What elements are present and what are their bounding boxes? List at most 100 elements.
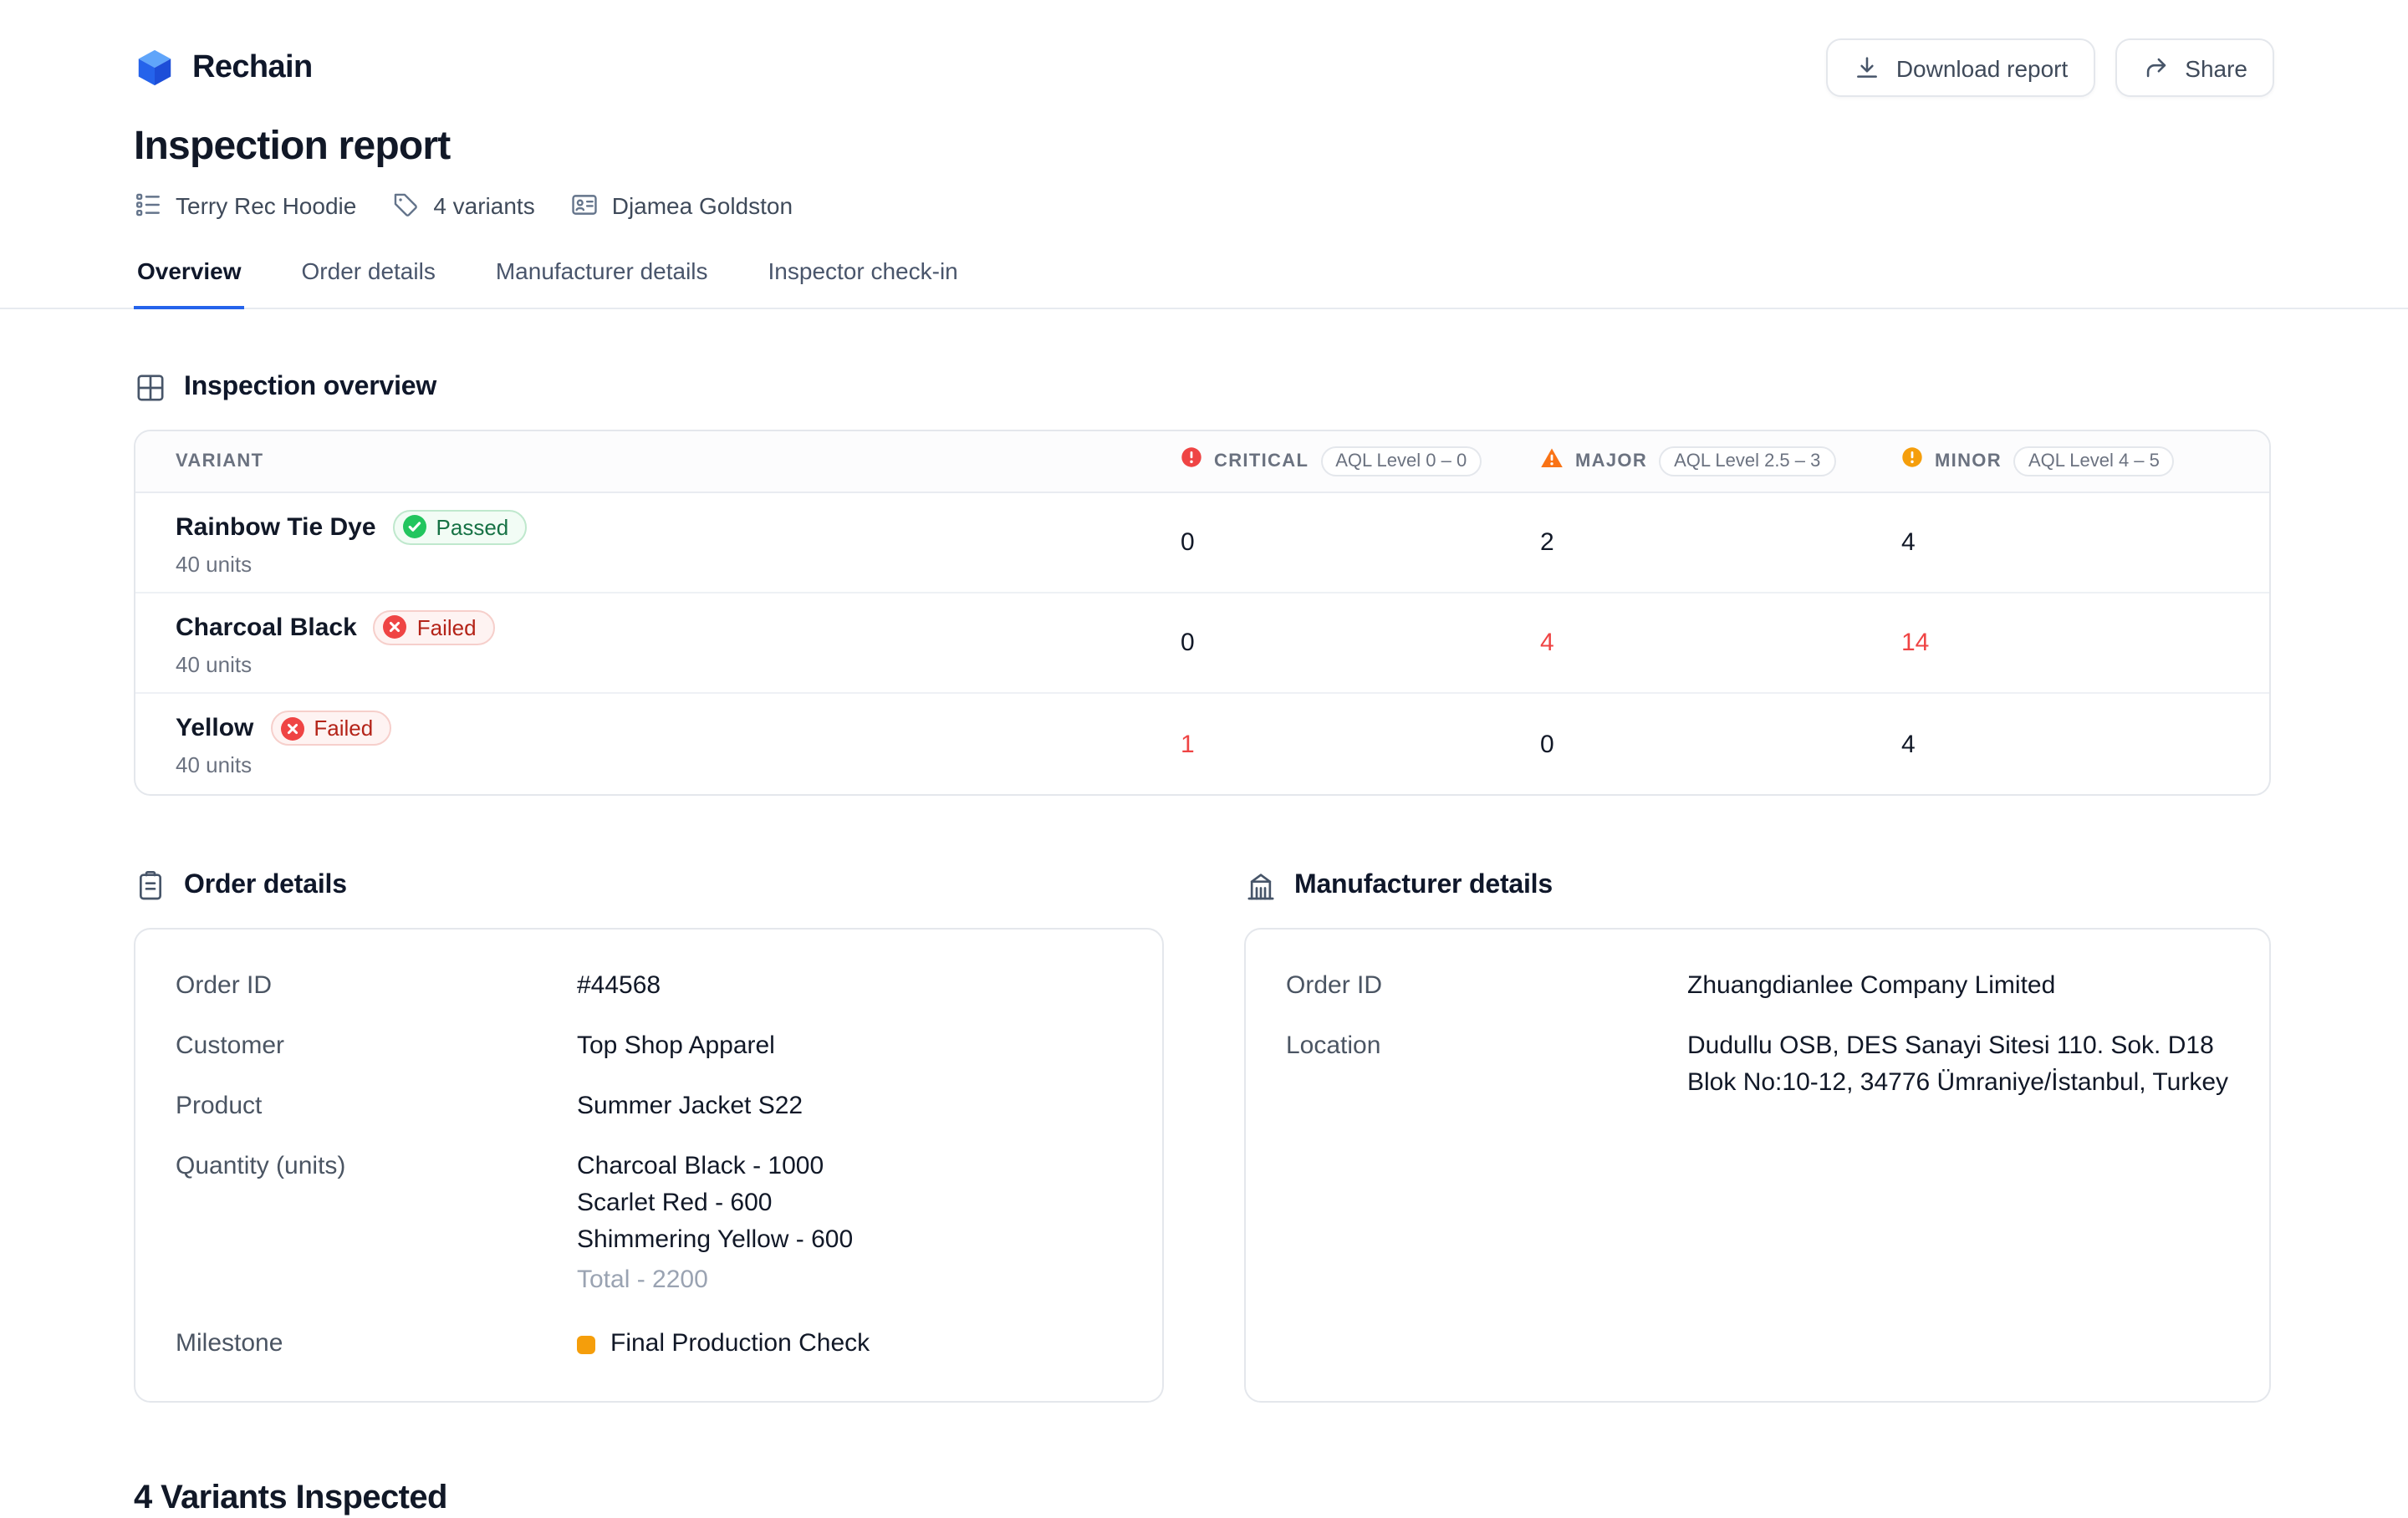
order-details-section: Order details Order ID #44568 Customer T… xyxy=(134,869,1164,1403)
table-row-charcoal-black: Charcoal Black Failed xyxy=(135,593,2269,694)
order-id-value: #44568 xyxy=(577,971,661,1000)
status-label: Passed xyxy=(436,514,509,539)
section-title-manufacturer-details: Manufacturer details xyxy=(1294,871,1553,899)
brand-name: Rechain xyxy=(192,49,313,84)
major-count: 2 xyxy=(1540,528,1554,557)
report-meta: Terry Rec Hoodie 4 variants xyxy=(134,191,2274,219)
manufacturer-details-card: Order ID Zhuangdianlee Company Limited L… xyxy=(1244,928,2271,1403)
product-list-icon xyxy=(134,191,162,219)
share-label: Share xyxy=(2185,54,2247,81)
location-value: Dudullu OSB, DES Sanayi Sitesi 110. Sok.… xyxy=(1687,1030,2229,1103)
tab-inspector-checkin[interactable]: Inspector check-in xyxy=(765,257,962,309)
inspection-overview-header: Inspection overview xyxy=(134,371,2274,405)
major-count: 4 xyxy=(1540,629,1554,657)
aql-chip-critical: AQL Level 0 – 0 xyxy=(1320,446,1482,476)
minor-count: 4 xyxy=(1901,528,1916,557)
inspection-overview-section: Inspection overview VARIANT CRITICAL xyxy=(134,371,2274,796)
download-report-label: Download report xyxy=(1895,54,2069,81)
status-badge-failed: Failed xyxy=(373,609,495,644)
critical-icon xyxy=(1181,446,1202,476)
quantity-label: Quantity (units) xyxy=(176,1152,346,1180)
clipboard-icon xyxy=(134,869,167,903)
critical-count: 1 xyxy=(1181,730,1195,758)
tab-order-details[interactable]: Order details xyxy=(298,257,439,309)
critical-count: 0 xyxy=(1181,528,1195,557)
variant-name: Charcoal Black xyxy=(176,613,357,641)
id-card-icon xyxy=(570,191,599,219)
quantity-line: Scarlet Red - 600 xyxy=(577,1189,773,1217)
meta-variants: 4 variants xyxy=(391,191,535,219)
variant-name: Rainbow Tie Dye xyxy=(176,512,376,541)
quantity-total: Total - 2200 xyxy=(577,1266,708,1294)
download-report-button[interactable]: Download report xyxy=(1825,38,2095,97)
aql-chip-major: AQL Level 2.5 – 3 xyxy=(1659,446,1836,476)
customer-label: Customer xyxy=(176,1032,285,1060)
top-actions: Download report Share xyxy=(1825,38,2274,97)
status-badge-failed: Failed xyxy=(270,711,392,746)
minor-icon xyxy=(1901,446,1923,476)
minor-label: MINOR xyxy=(1935,451,2002,471)
meta-product-label: Terry Rec Hoodie xyxy=(176,191,357,218)
variant-units: 40 units xyxy=(176,551,253,576)
quantity-value: Charcoal Black - 1000 Scarlet Red - 600 … xyxy=(577,1150,1122,1301)
minor-count: 4 xyxy=(1901,730,1916,758)
building-icon xyxy=(1244,869,1278,903)
milestone-text: Final Production Check xyxy=(610,1329,870,1358)
table-row-rainbow-tie-dye: Rainbow Tie Dye Passed xyxy=(135,493,2269,593)
variant-name: Yellow xyxy=(176,714,254,742)
manufacturer-order-id-value: Zhuangdianlee Company Limited xyxy=(1687,971,2056,1000)
section-title-order-details: Order details xyxy=(184,871,347,899)
manufacturer-order-id-label: Order ID xyxy=(1286,971,1383,1000)
product-value: Summer Jacket S22 xyxy=(577,1092,804,1120)
variant-units: 40 units xyxy=(176,752,253,777)
status-badge-passed: Passed xyxy=(392,509,528,544)
quantity-line: Shimmering Yellow - 600 xyxy=(577,1225,854,1254)
status-label: Failed xyxy=(314,716,374,741)
tab-bar: Overview Order details Manufacturer deta… xyxy=(0,257,2408,309)
x-circle-icon xyxy=(383,615,407,639)
page-header: Inspection report Terry Rec Hoodie xyxy=(0,122,2408,219)
inspection-overview-table: VARIANT CRITICAL AQL Level 0 – 0 xyxy=(134,430,2271,796)
milestone-color-swatch xyxy=(577,1335,595,1353)
location-label: Location xyxy=(1286,1032,1381,1060)
column-header-variant: VARIANT xyxy=(176,451,264,471)
column-header-major: MAJOR AQL Level 2.5 – 3 xyxy=(1540,446,1901,477)
table-row-yellow: Yellow Failed 4 xyxy=(135,694,2269,794)
tab-overview[interactable]: Overview xyxy=(134,257,245,309)
variant-units: 40 units xyxy=(176,651,253,676)
order-details-card: Order ID #44568 Customer Top Shop Appare… xyxy=(134,928,1164,1403)
variants-inspected-heading: 4 Variants Inspected xyxy=(134,1480,447,1516)
order-id-label: Order ID xyxy=(176,971,273,1000)
critical-count: 0 xyxy=(1181,629,1195,657)
column-header-critical: CRITICAL AQL Level 0 – 0 xyxy=(1181,446,1540,476)
manufacturer-details-header: Manufacturer details xyxy=(1244,869,2271,903)
rechain-logo-icon xyxy=(134,47,176,89)
meta-inspector: Djamea Goldston xyxy=(570,191,793,219)
tag-icon xyxy=(391,191,420,219)
brand[interactable]: Rechain xyxy=(134,47,313,89)
status-label: Failed xyxy=(416,614,477,639)
main-content: Inspection overview VARIANT CRITICAL xyxy=(0,371,2408,1518)
quantity-line: Charcoal Black - 1000 xyxy=(577,1152,824,1180)
table-header-row: VARIANT CRITICAL AQL Level 0 – 0 xyxy=(135,431,2269,493)
section-title-inspection-overview: Inspection overview xyxy=(184,373,437,401)
table-grid-icon xyxy=(134,371,167,405)
meta-product: Terry Rec Hoodie xyxy=(134,191,356,219)
x-circle-icon xyxy=(280,716,304,740)
share-icon xyxy=(2141,53,2170,82)
milestone-value: Final Production Check xyxy=(577,1327,1122,1361)
tab-manufacturer-details[interactable]: Manufacturer details xyxy=(492,257,712,309)
location-line: Blok No:10-12, 34776 Ümraniye/İstanbul, … xyxy=(1687,1068,2229,1097)
location-line: Dudullu OSB, DES Sanayi Sitesi 110. Sok.… xyxy=(1687,1032,2214,1060)
milestone-label: Milestone xyxy=(176,1329,283,1358)
order-details-header: Order details xyxy=(134,869,1164,903)
meta-variants-label: 4 variants xyxy=(433,191,535,218)
share-button[interactable]: Share xyxy=(2115,38,2274,97)
download-icon xyxy=(1853,53,1881,82)
major-count: 0 xyxy=(1540,730,1554,758)
meta-inspector-label: Djamea Goldston xyxy=(611,191,793,218)
critical-label: CRITICAL xyxy=(1214,451,1309,471)
top-bar: Rechain Download report Share xyxy=(0,0,2408,97)
warning-triangle-icon xyxy=(1540,446,1564,477)
